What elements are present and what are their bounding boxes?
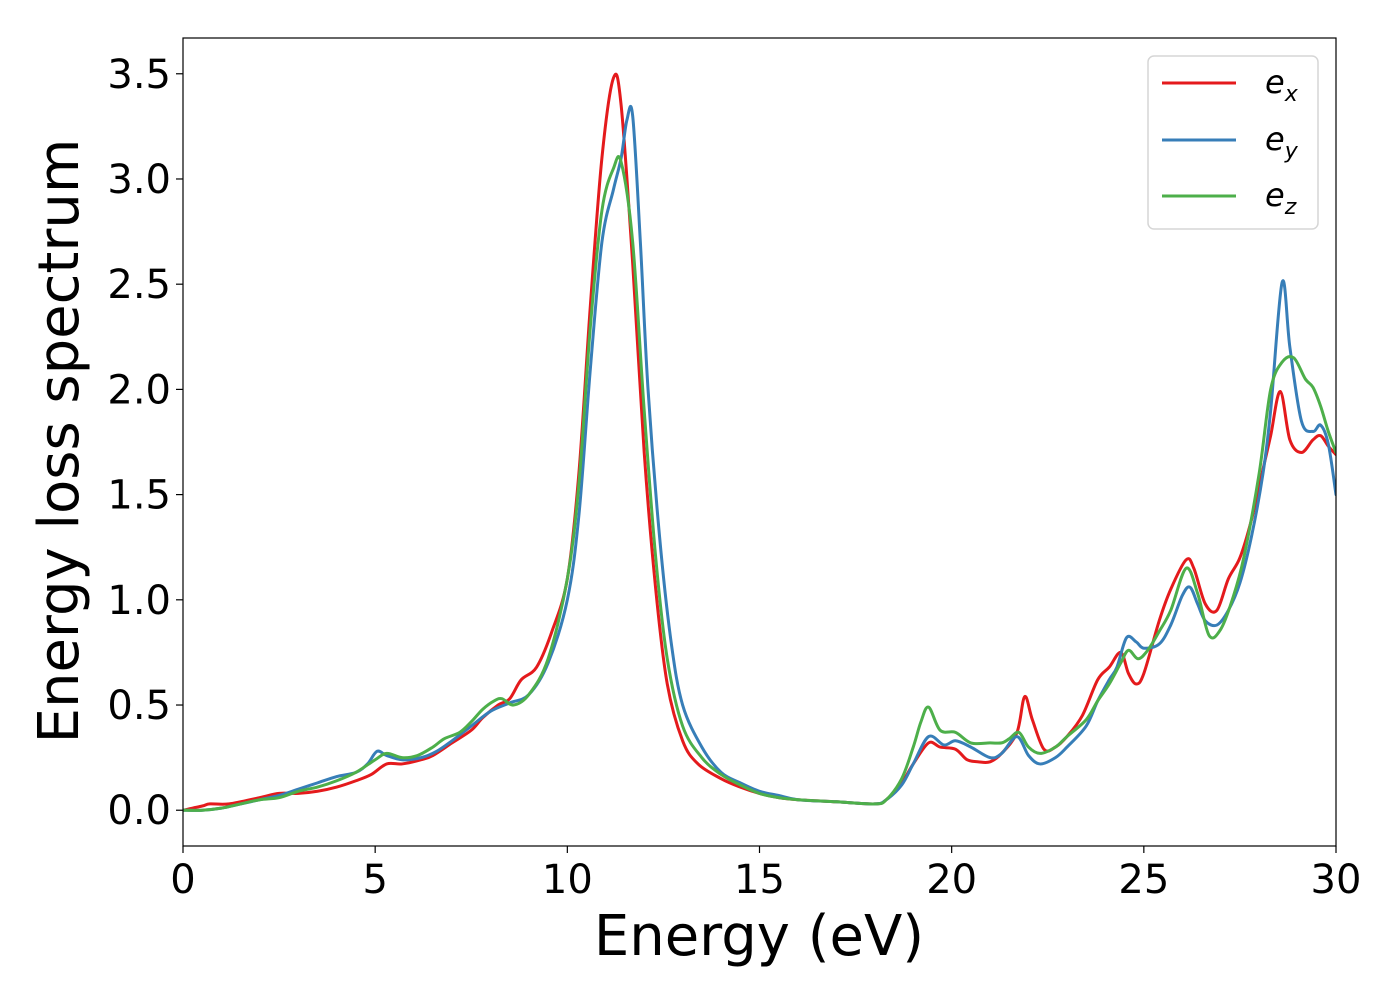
legend-label-x: ex (1265, 63, 1299, 107)
legend-box (1147, 55, 1319, 230)
legend: ex ey ez (1147, 55, 1319, 230)
series-line-z (183, 155, 1336, 812)
y-tick-label: 1.5 (107, 473, 171, 519)
y-axis-title: Energy loss spectrum (27, 139, 92, 744)
y-tick-label: 1.0 (107, 578, 171, 624)
x-tick-label: 25 (1118, 857, 1169, 903)
x-tick-label: 20 (926, 857, 977, 903)
legend-label-y: ey (1265, 120, 1299, 164)
legend-label-z: ez (1265, 176, 1297, 220)
x-tick-label: 15 (734, 857, 785, 903)
y-tick-label: 2.0 (107, 367, 171, 413)
y-tick-label: 3.5 (107, 52, 171, 98)
legend-entries: ex ey ez (1162, 63, 1299, 220)
y-tick-label: 0.0 (107, 788, 171, 834)
y-tick-label: 3.0 (107, 157, 171, 203)
x-axis-title: Energy (eV) (594, 904, 924, 969)
series-layer (183, 72, 1336, 812)
x-tick-label: 0 (170, 857, 195, 903)
x-tick-label: 10 (542, 857, 593, 903)
x-tick-label: 30 (1311, 857, 1362, 903)
ticks-layer: 0 5 10 15 20 25 30 0.0 0.5 1.0 1.5 2.0 2.5 3.0 3.5 (107, 52, 1361, 903)
y-tick-label: 0.5 (107, 683, 171, 729)
y-tick-label: 2.5 (107, 262, 171, 308)
x-tick-label: 5 (362, 857, 387, 903)
